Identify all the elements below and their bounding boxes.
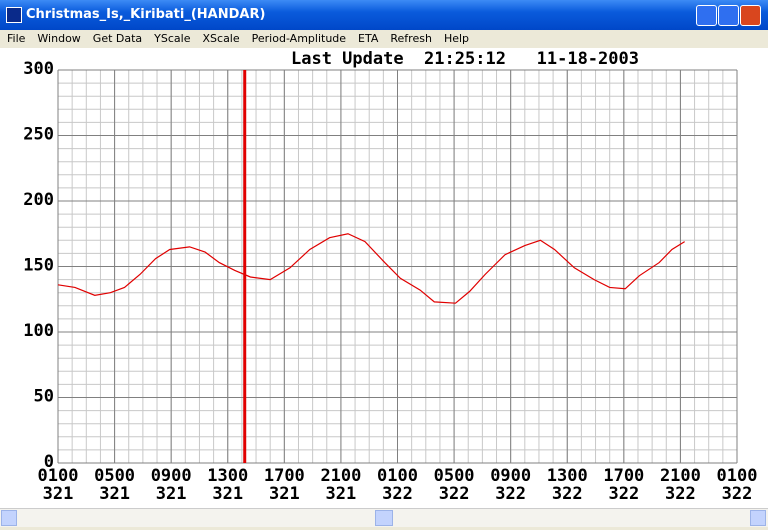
x-tick-day: 322	[552, 484, 583, 504]
y-tick-label: 0	[44, 452, 54, 472]
x-tick-day: 322	[665, 484, 696, 504]
menu-item[interactable]: YScale	[154, 32, 191, 45]
menu-item[interactable]: ETA	[358, 32, 379, 45]
x-tick-label: 0900	[490, 466, 531, 486]
y-tick-label: 300	[23, 59, 54, 79]
menu-item[interactable]: File	[7, 32, 26, 45]
x-tick-day: 321	[212, 484, 243, 504]
y-tick-label: 250	[23, 125, 54, 145]
x-tick-day: 321	[43, 484, 74, 504]
scroll-thumb[interactable]	[375, 510, 393, 526]
scroll-right[interactable]	[750, 510, 766, 526]
x-tick-day: 322	[722, 484, 753, 504]
x-tick-label: 1300	[547, 466, 588, 486]
x-tick-day: 321	[156, 484, 187, 504]
x-tick-label: 0100	[38, 466, 79, 486]
y-tick-label: 50	[34, 387, 54, 407]
menu-item[interactable]: Refresh	[390, 32, 432, 45]
y-tick-label: 200	[23, 190, 54, 210]
x-tick-day: 322	[608, 484, 639, 504]
x-tick-day: 321	[269, 484, 300, 504]
x-tick-label: 0500	[94, 466, 135, 486]
x-tick-label: 0100	[717, 466, 758, 486]
series-line	[57, 233, 685, 304]
close-button[interactable]	[740, 5, 761, 26]
app-icon	[6, 7, 22, 23]
scroll-left[interactable]	[1, 510, 17, 526]
horizontal-scrollbar	[0, 508, 768, 527]
x-tick-label: 0100	[377, 466, 418, 486]
menu-item[interactable]: XScale	[202, 32, 240, 45]
x-tick-label: 2100	[660, 466, 701, 486]
menu-item[interactable]: Period-Amplitude	[251, 32, 347, 45]
x-tick-label: 0500	[434, 466, 475, 486]
x-tick-day: 322	[382, 484, 413, 504]
y-tick-label: 100	[23, 321, 54, 341]
x-tick-day: 322	[439, 484, 470, 504]
x-tick-label: 1700	[603, 466, 644, 486]
x-tick-label: 1300	[207, 466, 248, 486]
y-tick-label: 150	[23, 256, 54, 276]
x-tick-day: 321	[326, 484, 357, 504]
x-tick-label: 0900	[151, 466, 192, 486]
minimize-button[interactable]	[696, 5, 717, 26]
x-tick-label: 1700	[264, 466, 305, 486]
menu-item[interactable]: Window	[37, 32, 81, 45]
window-title: Christmas_Is,_Kiribati_(HANDAR)	[26, 7, 266, 22]
maximize-button[interactable]	[718, 5, 739, 26]
x-tick-label: 2100	[320, 466, 361, 486]
chart-title: Last Update 21:25:12 11-18-2003	[291, 49, 639, 69]
menu-item[interactable]: Help	[443, 32, 470, 45]
menu-item[interactable]: Get Data	[92, 32, 143, 45]
menu-bar: File Window Get Data YScale XScale Period-Amp…	[0, 30, 768, 48]
chart: Last Update 21:25:12 11-18-2003 0 50 100 15…	[0, 48, 768, 508]
title-bar: Christmas_Is,_Kiribati_(HANDAR)	[0, 0, 768, 30]
x-tick-day: 321	[99, 484, 130, 504]
x-tick-day: 322	[495, 484, 526, 504]
